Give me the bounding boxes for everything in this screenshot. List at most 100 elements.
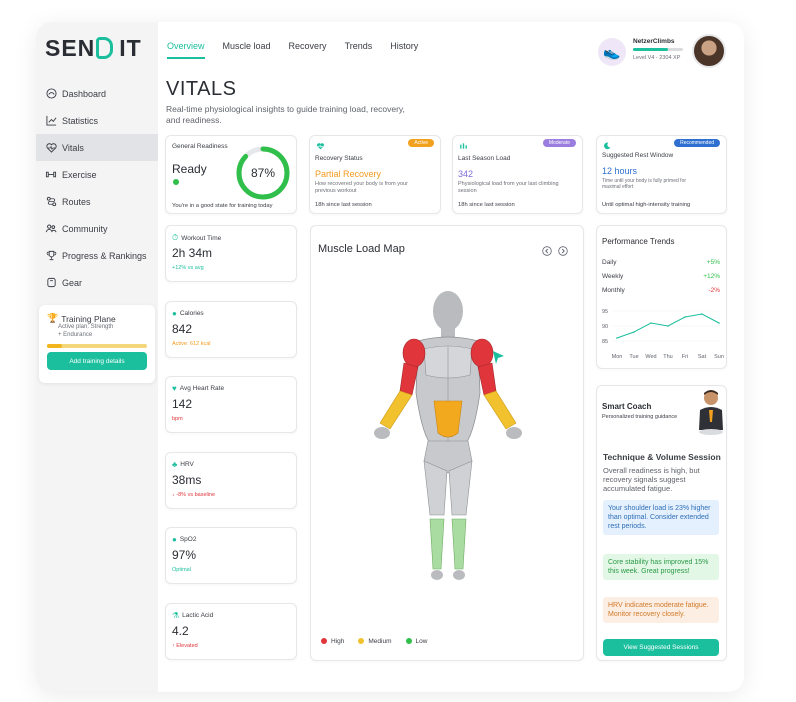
metric-title-row: ♣ HRV [172, 460, 194, 469]
recovery-status-card: Active Recovery Status Partial Recovery … [309, 135, 441, 214]
metric-card-spo2: ● SpO2 97% Optimal [165, 527, 297, 584]
metric-label: HRV [180, 461, 194, 468]
neck-shape [441, 327, 455, 337]
y-tick-label: 95 [602, 309, 608, 315]
legend-label: Low [415, 638, 428, 645]
legend-medium: Medium [358, 638, 392, 645]
legend-label: Medium [368, 638, 392, 645]
coach-subtitle: Personalized training guidance [602, 414, 678, 420]
metric-value: 842 [172, 322, 193, 336]
dashboard-icon [45, 88, 57, 100]
gauge-arc [236, 146, 290, 200]
rest-window-card: Recommended Suggested Rest Window 12 hou… [596, 135, 727, 214]
left-thigh-muscle[interactable] [423, 460, 448, 516]
season-load-value: 342 [458, 169, 474, 179]
legend-label: High [331, 638, 345, 645]
legend-high: High [321, 638, 344, 645]
season-load-label: Last Season Load [458, 155, 511, 162]
users-icon [45, 223, 57, 235]
coach-avatar [699, 390, 723, 435]
chevron-right-icon[interactable] [558, 246, 568, 256]
x-tick-label: Mon [612, 354, 623, 360]
tab-overview[interactable]: Overview [167, 41, 205, 59]
view-suggested-sessions-button[interactable]: View Suggested Sessions [603, 639, 719, 656]
add-training-details-button[interactable]: Add training details [47, 352, 147, 370]
metric-note: bpm [172, 416, 183, 422]
sidebar: SEN IT Dashboard Statistics Vitals Exerci… [36, 22, 158, 692]
general-readiness-card: General Readiness Ready 87% You're in a … [165, 135, 297, 214]
tab-recovery[interactable]: Recovery [288, 41, 327, 51]
metric-label: Avg Heart Rate [179, 385, 225, 392]
left-forearm-muscle[interactable] [379, 390, 413, 430]
left-shoulder-muscle[interactable] [402, 338, 426, 368]
sidebar-item-dashboard[interactable]: Dashboard [36, 80, 158, 107]
metric-label: SpO2 [179, 536, 197, 543]
app-window: SEN IT Dashboard Statistics Vitals Exerci… [36, 22, 744, 692]
trend-point [633, 331, 635, 333]
sidebar-item-label: Routes [62, 196, 91, 207]
sidebar-item-vitals[interactable]: Vitals [36, 134, 158, 161]
trend-value: -2% [708, 287, 720, 294]
readiness-dot [173, 179, 179, 185]
sidebar-item-label: Statistics [62, 115, 99, 126]
sidebar-item-community[interactable]: Community [36, 215, 158, 242]
right-forearm-muscle[interactable] [483, 390, 517, 430]
tab-trends[interactable]: Trends [344, 41, 373, 51]
tab-muscle-load[interactable]: Muscle load [222, 41, 271, 51]
sidebar-item-routes[interactable]: Routes [36, 188, 158, 215]
readiness-gauge: 87% [236, 146, 290, 200]
metric-card-hrv: ♣ HRV 38ms ↓ -8% vs baseline [165, 452, 297, 509]
left-hand [374, 427, 390, 439]
metric-title-row: ● SpO2 [172, 535, 196, 544]
left-bicep-muscle[interactable] [399, 362, 419, 396]
coach-tip-core: Core stability has improved 15% this wee… [603, 554, 719, 580]
sidebar-item-gear[interactable]: Gear [36, 269, 158, 296]
sidebar-nav: Dashboard Statistics Vitals Exercise Rou… [36, 80, 158, 296]
heart-pulse-icon [317, 143, 324, 150]
training-plan-line2: + Endurance [58, 331, 93, 338]
logo-text-right: IT [119, 35, 142, 61]
heart-icon: ♥ [172, 384, 177, 393]
logo-text-left: SEN [45, 35, 96, 61]
coach-heading: Technique & Volume Session [603, 452, 721, 462]
chevron-left-icon[interactable] [542, 246, 552, 256]
core-muscle[interactable] [433, 400, 463, 438]
performance-trends-card: Performance Trends Daily +5% Weekly +12% M… [596, 225, 727, 369]
readiness-percent: 87% [251, 166, 275, 180]
sidebar-item-progress[interactable]: Progress & Rankings [36, 242, 158, 269]
legend-dot [405, 638, 412, 644]
metric-note: Optimal [172, 567, 191, 573]
sidebar-item-exercise[interactable]: Exercise [36, 161, 158, 188]
recovery-foot: 18h since last session [315, 202, 372, 208]
right-calf-muscle[interactable] [451, 518, 467, 570]
metric-title-row: ● Calories [172, 309, 204, 318]
right-bicep-muscle[interactable] [477, 362, 497, 396]
avatar[interactable] [692, 34, 726, 68]
climbing-shoe-badge-icon: 👟 [598, 38, 626, 66]
x-tick-label: Fri [682, 354, 688, 360]
metric-title-row: ♥ Avg Heart Rate [172, 384, 224, 393]
rest-label: Suggested Rest Window [602, 152, 674, 159]
metric-label: Lactic Acid [182, 612, 214, 619]
training-plan-title-row: 🏆 Training Plane [47, 313, 147, 324]
right-shoulder-muscle[interactable] [470, 338, 494, 368]
username: NetzerClimbs [633, 38, 675, 45]
metric-title-row: ⚗ Lactic Acid [172, 611, 213, 620]
sidebar-item-label: Vitals [62, 142, 84, 153]
readiness-note: You're in a good state for training toda… [172, 203, 273, 209]
user-profile[interactable]: 👟 NetzerClimbs Level V4 - 2304 XP [598, 34, 728, 68]
tab-history[interactable]: History [390, 41, 419, 51]
trend-row-weekly: Weekly +12% [602, 273, 720, 280]
sidebar-item-statistics[interactable]: Statistics [36, 107, 158, 134]
left-calf-muscle[interactable] [429, 518, 445, 570]
lungs-icon: ♣ [172, 460, 178, 469]
muscle-legend: High Medium Low [321, 638, 427, 645]
right-thigh-muscle[interactable] [448, 460, 473, 516]
muscle-body-figure[interactable] [348, 283, 548, 593]
brand-logo[interactable]: SEN IT [45, 35, 142, 62]
right-foot [453, 570, 465, 580]
season-load-desc: Physiological load from your last climbi… [458, 181, 559, 194]
metric-label: Calories [179, 310, 204, 317]
muscle-map-title: Muscle Load Map [318, 243, 405, 255]
user-level: Level V4 - 2304 XP [633, 55, 681, 61]
